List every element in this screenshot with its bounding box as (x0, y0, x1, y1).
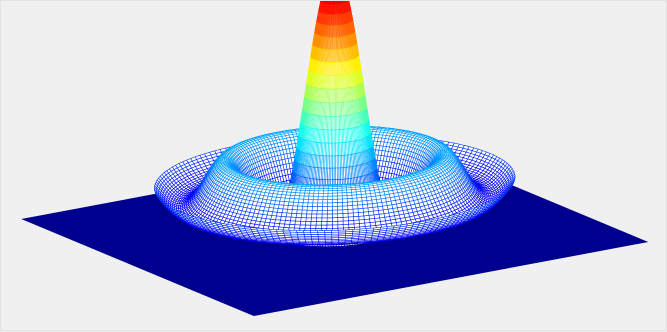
surface-mesh (155, 1, 516, 247)
